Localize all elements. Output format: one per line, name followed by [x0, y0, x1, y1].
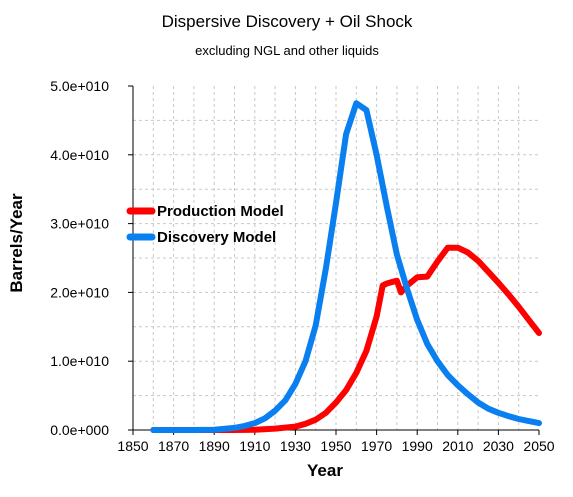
series-lines	[150, 100, 542, 433]
x-axis-label: Year	[307, 461, 343, 480]
x-tick-label: 1850	[117, 438, 148, 454]
x-tick-label: 1910	[239, 438, 270, 454]
y-tick-label: 5.0e+010	[50, 78, 109, 94]
series-line-production-model	[150, 244, 542, 433]
x-tick-label: 2010	[442, 438, 473, 454]
legend-label-discovery-model: Discovery Model	[157, 229, 276, 246]
x-tick-label: 1990	[402, 438, 433, 454]
y-tick-label: 1.0e+010	[50, 353, 109, 369]
chart-subtitle: excluding NGL and other liquids	[195, 43, 379, 58]
legend-label-production-model: Production Model	[157, 203, 284, 220]
x-tick-label: 2030	[483, 438, 514, 454]
series-line-discovery-model	[150, 100, 542, 433]
x-axis-ticks: 1850 1870 1890 1910 1930 1950 1970 1990 2010 2030…	[117, 430, 555, 454]
y-tick-label: 0.0e+000	[50, 422, 109, 438]
y-axis-ticks: 0.0e+000 1.0e+010 2.0e+010 3.0e+010 4.0e+010…	[50, 78, 133, 438]
x-tick-label: 1970	[361, 438, 392, 454]
legend: Production Model Discovery Model	[126, 203, 284, 246]
y-axis-label: Barrels/Year	[7, 193, 26, 293]
x-tick-label: 1930	[280, 438, 311, 454]
x-tick-label: 1950	[320, 438, 351, 454]
y-tick-label: 4.0e+010	[50, 147, 109, 163]
x-tick-label: 2050	[523, 438, 554, 454]
chart-title: Dispersive Discovery + Oil Shock	[162, 12, 413, 31]
y-tick-label: 2.0e+010	[50, 284, 109, 300]
y-tick-label: 3.0e+010	[50, 216, 109, 232]
x-tick-label: 1890	[199, 438, 230, 454]
x-tick-label: 1870	[158, 438, 189, 454]
